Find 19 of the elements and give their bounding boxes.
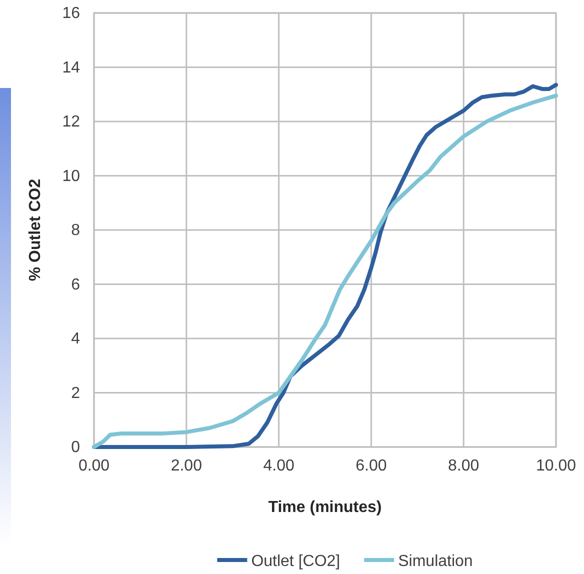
- x-axis-title: Time (minutes): [268, 499, 382, 516]
- y-tick-label: 8: [71, 222, 80, 240]
- legend-label: Outlet [CO2]: [251, 553, 340, 570]
- x-tick-label: 8.00: [448, 457, 480, 474]
- y-tick-label: 16: [62, 5, 80, 22]
- y-tick-label: 12: [62, 114, 80, 131]
- y-tick-label: 0: [71, 439, 80, 456]
- x-tick-label: 6.00: [356, 457, 387, 474]
- x-tick-label: 2.00: [170, 457, 202, 474]
- y-tick-label: 2: [71, 384, 80, 402]
- y-tick-label: 10: [62, 168, 80, 185]
- x-tick-label: 0.00: [78, 457, 110, 474]
- y-axis-title: % Outlet CO2: [27, 178, 44, 282]
- y-tick-label: 14: [62, 59, 80, 76]
- x-tick-label: 4.00: [263, 457, 294, 474]
- legend-label: Simulation: [398, 553, 473, 570]
- y-tick-label: 4: [71, 330, 80, 348]
- y-tick-label: 6: [71, 276, 80, 294]
- x-tick-label: 10.00: [536, 457, 576, 474]
